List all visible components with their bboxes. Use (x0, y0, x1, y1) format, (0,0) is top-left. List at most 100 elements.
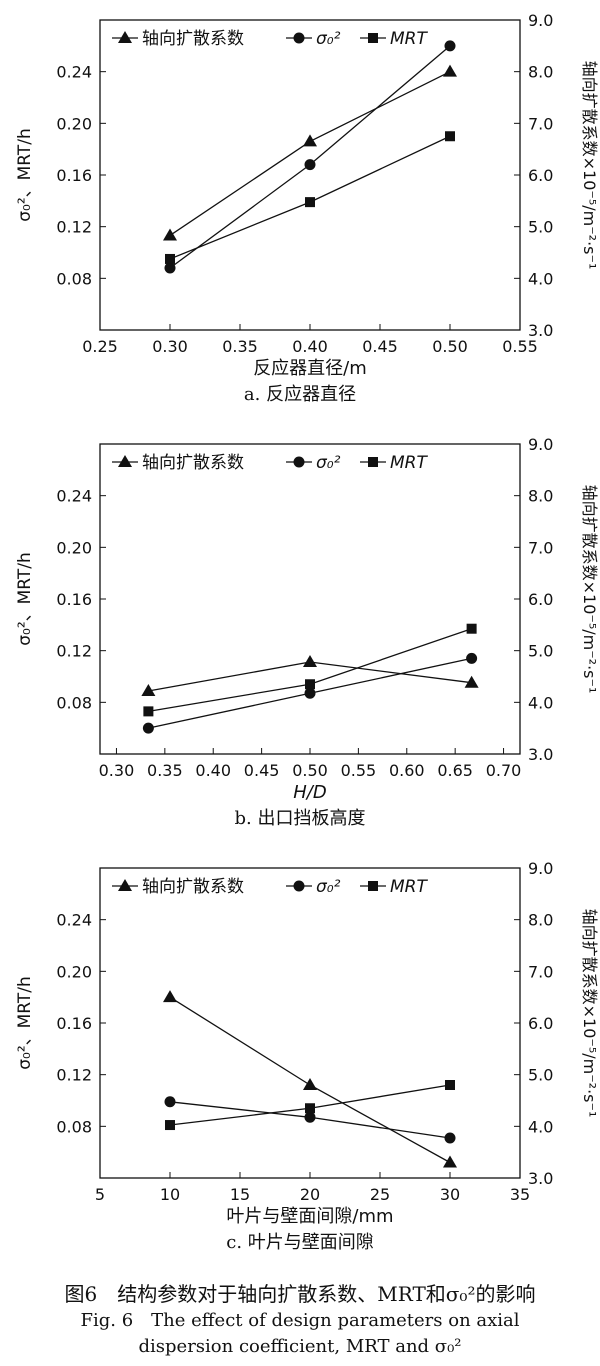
x-tick-label: 0.65 (437, 761, 473, 780)
data-point (304, 1111, 316, 1123)
series-triangle (163, 64, 457, 241)
x-tick-label: 20 (300, 1185, 320, 1204)
y-left-tick-label: 0.24 (56, 487, 92, 506)
legend-marker (293, 32, 305, 44)
x-tick-label: 0.50 (292, 761, 328, 780)
x-tick-label: 0.35 (147, 761, 183, 780)
chart-a: 0.25 0.30 0.35 0.40 0.45 0.50 0.55 0.08 0.12 0.16… (15, 11, 599, 405)
data-point (164, 262, 176, 274)
data-point (304, 159, 316, 171)
legend-label: MRT (390, 877, 428, 897)
x-tick-label: 15 (230, 1185, 250, 1204)
y-left-tick-label: 0.08 (56, 269, 92, 288)
data-point (142, 722, 154, 734)
y-right-tick-label: 7.0 (528, 538, 553, 557)
x-tick-label: 0.25 (82, 337, 118, 356)
legend-label: 轴向扩散系数 (142, 453, 244, 473)
legend-marker (293, 880, 305, 892)
x-tick-label: 0.35 (222, 337, 258, 356)
y-right-tick-label: 8.0 (528, 63, 553, 82)
data-point (303, 655, 317, 668)
legend-label: σ₀² (316, 453, 341, 473)
legend-marker (368, 881, 378, 891)
y-right-tick-label: 9.0 (528, 435, 553, 454)
data-point (464, 675, 479, 688)
data-point (466, 652, 478, 664)
plot-frame (99, 443, 521, 755)
x-tick-label: 0.45 (244, 761, 280, 780)
plot-frame (99, 867, 521, 1179)
legend-marker (368, 33, 378, 43)
data-point (141, 683, 156, 696)
series-square (165, 1080, 455, 1131)
data-point (443, 64, 457, 77)
legend-label: σ₀² (316, 877, 341, 897)
y-right-tick-label: 5.0 (528, 218, 553, 237)
x-axis-label: H/D (293, 782, 326, 803)
data-point (305, 1103, 315, 1114)
series-circle (142, 652, 478, 734)
legend-marker (118, 31, 132, 43)
plot-frame (99, 19, 521, 331)
legend: 轴向扩散系数 σ₀² MRT (112, 453, 428, 473)
y-right-tick-label: 6.0 (528, 166, 553, 185)
x-tick-label: 0.50 (432, 337, 468, 356)
x-tick-label: 0.40 (195, 761, 231, 780)
data-point (164, 1096, 176, 1108)
chart-panel-c: 5 10 15 20 25 30 35 0.08 0.12 0.16 0.20 0.24 3.0 4.0 5… (0, 848, 600, 1268)
legend: 轴向扩散系数 σ₀² MRT (112, 877, 428, 897)
series-square (165, 131, 455, 264)
legend-label: σ₀² (316, 29, 341, 49)
y-right-tick-label: 5.0 (528, 1066, 553, 1085)
x-tick-label: 25 (370, 1185, 390, 1204)
data-point (445, 1080, 455, 1090)
data-point (303, 1078, 317, 1090)
legend-marker (118, 879, 132, 891)
figure-caption-english-line1: Fig. 6 The effect of design parameters o… (80, 1310, 520, 1331)
y-right-tick-label: 7.0 (528, 962, 553, 981)
y-left-tick-label: 0.20 (56, 962, 92, 981)
y-right-tick-label: 4.0 (528, 269, 553, 288)
y-left-tick-label: 0.20 (56, 538, 92, 557)
series-line (169, 45, 451, 269)
y-left-axis-label: σ₀²、MRT/h (15, 128, 35, 222)
y-left-tick-label: 0.16 (56, 166, 92, 185)
y-right-axis-label: 轴向扩散系数×10⁻⁵/m⁻²·s⁻¹ (580, 61, 599, 270)
chart-b: 0.30 0.35 0.40 0.45 0.50 0.55 0.60 0.65 0.70 0.08… (15, 435, 599, 829)
y-right-tick-label: 3.0 (528, 745, 553, 764)
y-right-tick-label: 6.0 (528, 590, 553, 609)
x-tick-label: 30 (440, 1185, 460, 1204)
legend: 轴向扩散系数 σ₀² MRT (112, 29, 428, 49)
y-left-tick-label: 0.12 (56, 218, 92, 237)
x-tick-label: 5 (95, 1185, 105, 1204)
y-right-tick-label: 7.0 (528, 114, 553, 133)
chart-panel-b: 0.30 0.35 0.40 0.45 0.50 0.55 0.60 0.65 0.70 0.08… (0, 424, 600, 844)
data-point (143, 706, 154, 717)
y-right-tick-label: 3.0 (528, 1169, 553, 1188)
y-right-axis-label: 轴向扩散系数×10⁻⁵/m⁻²·s⁻¹ (580, 909, 599, 1118)
x-tick-label: 0.55 (502, 337, 538, 356)
data-point (444, 40, 456, 52)
y-left-tick-label: 0.20 (56, 114, 92, 133)
y-left-tick-label: 0.12 (56, 1066, 92, 1085)
data-point (163, 990, 177, 1003)
y-left-tick-label: 0.08 (56, 693, 92, 712)
x-tick-label: 0.60 (389, 761, 425, 780)
data-point (443, 1155, 457, 1168)
chart-panel-a: 0.25 0.30 0.35 0.40 0.45 0.50 0.55 0.08 0.12 0.16… (0, 0, 600, 420)
y-left-axis-label: σ₀²、MRT/h (15, 552, 35, 646)
data-point (305, 197, 315, 208)
y-left-axis-label: σ₀²、MRT/h (15, 976, 35, 1070)
y-right-tick-label: 3.0 (528, 321, 553, 340)
series-triangle (141, 655, 479, 696)
x-tick-label: 0.55 (341, 761, 377, 780)
legend-marker (293, 456, 305, 468)
data-point (444, 1132, 456, 1144)
y-right-tick-label: 9.0 (528, 11, 553, 30)
x-axis-label: 叶片与壁面间隙/mm (226, 1206, 393, 1227)
series-triangle (163, 990, 457, 1168)
panel-caption: a. 反应器直径 (244, 384, 356, 405)
data-point (163, 228, 177, 241)
legend-label: 轴向扩散系数 (142, 877, 244, 897)
figure-caption-chinese: 图6 结构参数对于轴向扩散系数、MRT和σ₀²的影响 (64, 1282, 536, 1306)
